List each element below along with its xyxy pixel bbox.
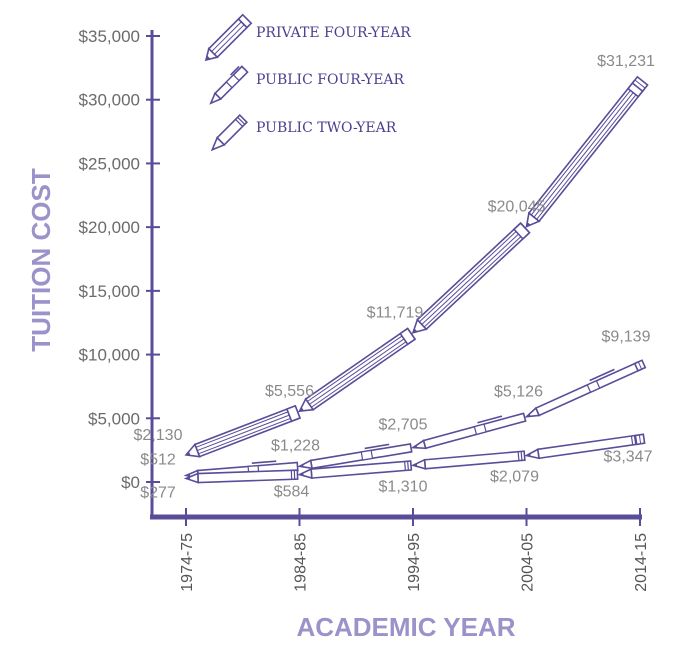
- data-label: $11,719: [367, 305, 424, 322]
- legend-label-public-four: PUBLIC FOUR-YEAR: [256, 72, 405, 88]
- series-end-cap: [634, 433, 646, 446]
- legend-item-private: PRIVATE FOUR-YEAR: [204, 13, 411, 62]
- series-2: [183, 433, 646, 484]
- y-tick-label: $10,000: [79, 346, 140, 365]
- data-labels: $2,130 $5,556 $11,719 $20,045 $31,231 $512 $1,…: [134, 53, 655, 501]
- data-label: $20,045: [488, 199, 546, 216]
- data-label: $5,556: [265, 383, 314, 400]
- series-layer: [183, 75, 649, 484]
- x-axis-title: ACADEMIC YEAR: [296, 612, 515, 642]
- y-tick-label: $5,000: [88, 409, 140, 428]
- data-label: $31,231: [597, 53, 655, 70]
- series-segment: [524, 361, 641, 418]
- data-label: $2,130: [134, 427, 183, 444]
- data-label: $512: [140, 451, 176, 468]
- data-label: $1,310: [379, 478, 428, 495]
- y-axis-title: TUITION COST: [26, 168, 56, 352]
- data-label: $584: [274, 484, 310, 501]
- series-end-cap: [633, 359, 647, 372]
- pen-icon: [209, 65, 249, 105]
- series-segment: [525, 80, 645, 228]
- x-tick-label: 2004-05: [520, 533, 537, 592]
- series-1: [183, 359, 647, 480]
- legend-item-public-four: PUBLIC FOUR-YEAR: [209, 65, 405, 105]
- legend-label-private: PRIVATE FOUR-YEAR: [256, 25, 411, 41]
- data-label: $3,347: [604, 448, 653, 465]
- y-tick-label: $35,000: [79, 27, 140, 46]
- series-end-cap: [631, 75, 649, 93]
- y-tick-label: $0: [121, 473, 140, 492]
- series-segment: [411, 222, 531, 334]
- legend: PRIVATE FOUR-YEAR PUBLIC FOUR-YEAR PUBLI…: [204, 13, 411, 152]
- data-label: $9,139: [602, 329, 651, 346]
- x-tick-label: 1984-85: [293, 533, 310, 592]
- legend-label-public-two: PUBLIC TWO-YEAR: [256, 120, 397, 136]
- series-segment: [297, 442, 413, 470]
- x-tick-label: 1974-75: [179, 533, 196, 592]
- series-segment: [298, 327, 417, 413]
- data-label: $5,126: [494, 384, 543, 401]
- legend-item-public-two: PUBLIC TWO-YEAR: [210, 114, 397, 152]
- series-segment: [410, 412, 527, 450]
- series-0: [184, 75, 649, 458]
- data-label: $2,705: [379, 417, 428, 434]
- y-tick-label: $25,000: [79, 154, 140, 173]
- y-tick-label: $15,000: [79, 282, 140, 301]
- series-segment: [184, 404, 302, 458]
- data-label: $277: [140, 484, 176, 501]
- series-segment: [183, 469, 299, 484]
- y-tick-label: $30,000: [79, 91, 140, 110]
- marker-icon: [210, 114, 248, 152]
- data-label: $2,079: [490, 469, 539, 486]
- series-segment: [410, 450, 526, 470]
- thick-pencil-icon: [204, 13, 253, 62]
- x-tick-label: 1994-95: [406, 533, 423, 592]
- data-label: $1,228: [271, 437, 320, 454]
- y-ticks: $0 $5,000 $10,000 $15,000 $20,000 $25,000 $30,…: [79, 27, 160, 492]
- y-tick-label: $20,000: [79, 218, 140, 237]
- x-ticks: 1974-75 1984-85 1994-95 2004-05 2014-15: [179, 508, 650, 592]
- x-tick-label: 2014-15: [633, 533, 650, 592]
